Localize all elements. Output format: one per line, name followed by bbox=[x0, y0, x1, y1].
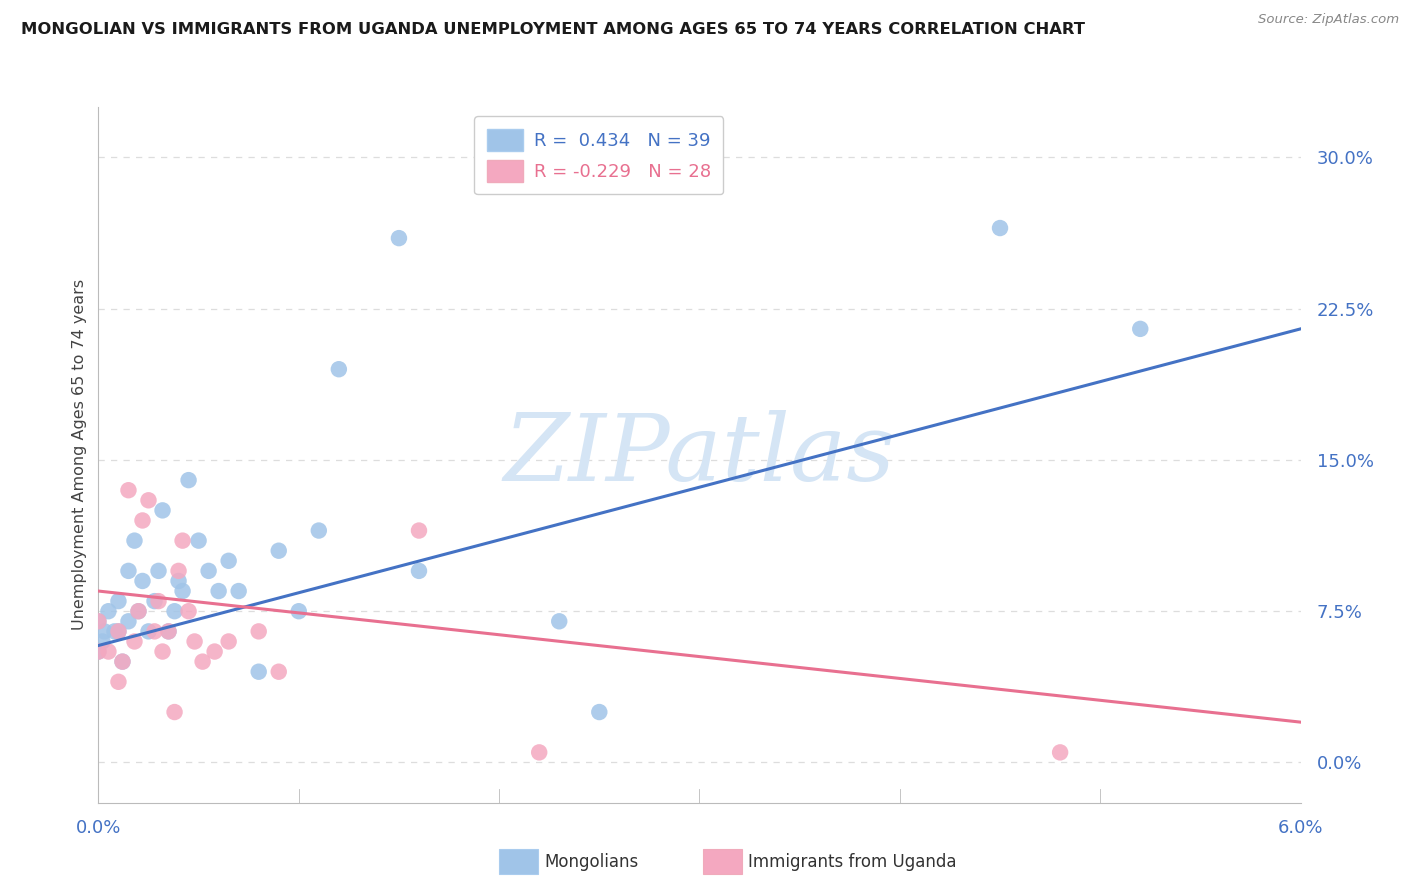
Point bbox=[138, 624, 160, 639]
Point bbox=[87, 615, 110, 629]
Point bbox=[1129, 322, 1152, 336]
Point bbox=[167, 564, 190, 578]
Point bbox=[124, 533, 146, 548]
Point bbox=[87, 615, 110, 629]
Point bbox=[117, 615, 139, 629]
Point bbox=[87, 644, 110, 658]
Point bbox=[191, 655, 214, 669]
Point bbox=[152, 503, 174, 517]
Point bbox=[163, 604, 186, 618]
Text: Source: ZipAtlas.com: Source: ZipAtlas.com bbox=[1258, 13, 1399, 27]
Point bbox=[308, 524, 330, 538]
Point bbox=[107, 674, 129, 689]
Point bbox=[117, 564, 139, 578]
Point bbox=[107, 594, 129, 608]
Point bbox=[247, 624, 270, 639]
Point bbox=[218, 554, 240, 568]
Point bbox=[408, 524, 430, 538]
Point bbox=[177, 604, 200, 618]
Point bbox=[548, 615, 571, 629]
Point bbox=[388, 231, 411, 245]
Point bbox=[157, 624, 180, 639]
Point bbox=[128, 604, 150, 618]
Point bbox=[111, 655, 134, 669]
Point bbox=[107, 624, 129, 639]
Point bbox=[172, 533, 194, 548]
Point bbox=[408, 564, 430, 578]
Point bbox=[228, 584, 250, 599]
Point bbox=[267, 543, 290, 558]
Point bbox=[287, 604, 309, 618]
Point bbox=[93, 624, 115, 639]
Point bbox=[187, 533, 209, 548]
Point bbox=[247, 665, 270, 679]
Point bbox=[218, 634, 240, 648]
Point bbox=[131, 574, 153, 588]
Point bbox=[1049, 745, 1071, 759]
Point bbox=[183, 634, 205, 648]
Point bbox=[588, 705, 610, 719]
Text: MONGOLIAN VS IMMIGRANTS FROM UGANDA UNEMPLOYMENT AMONG AGES 65 TO 74 YEARS CORRE: MONGOLIAN VS IMMIGRANTS FROM UGANDA UNEM… bbox=[21, 22, 1085, 37]
Point bbox=[267, 665, 290, 679]
Point bbox=[87, 644, 110, 658]
Point bbox=[111, 655, 134, 669]
Point bbox=[148, 564, 170, 578]
Point bbox=[97, 644, 120, 658]
Point bbox=[172, 584, 194, 599]
Point bbox=[143, 624, 166, 639]
Point bbox=[107, 624, 129, 639]
Text: Immigrants from Uganda: Immigrants from Uganda bbox=[748, 853, 956, 871]
Point bbox=[97, 604, 120, 618]
Point bbox=[148, 594, 170, 608]
Point bbox=[128, 604, 150, 618]
Point bbox=[204, 644, 226, 658]
Point bbox=[529, 745, 551, 759]
Point bbox=[152, 644, 174, 658]
Point bbox=[138, 493, 160, 508]
Point bbox=[131, 513, 153, 527]
Point bbox=[103, 624, 125, 639]
Point bbox=[124, 634, 146, 648]
Point bbox=[117, 483, 139, 498]
Point bbox=[328, 362, 350, 376]
Point bbox=[988, 221, 1011, 235]
Point bbox=[91, 634, 114, 648]
Point bbox=[177, 473, 200, 487]
Point bbox=[157, 624, 180, 639]
Y-axis label: Unemployment Among Ages 65 to 74 years: Unemployment Among Ages 65 to 74 years bbox=[72, 279, 87, 631]
Point bbox=[197, 564, 219, 578]
Point bbox=[163, 705, 186, 719]
Point bbox=[143, 594, 166, 608]
Point bbox=[167, 574, 190, 588]
Point bbox=[208, 584, 231, 599]
Legend: R =  0.434   N = 39, R = -0.229   N = 28: R = 0.434 N = 39, R = -0.229 N = 28 bbox=[474, 116, 724, 194]
Text: Mongolians: Mongolians bbox=[544, 853, 638, 871]
Text: ZIPatlas: ZIPatlas bbox=[503, 410, 896, 500]
